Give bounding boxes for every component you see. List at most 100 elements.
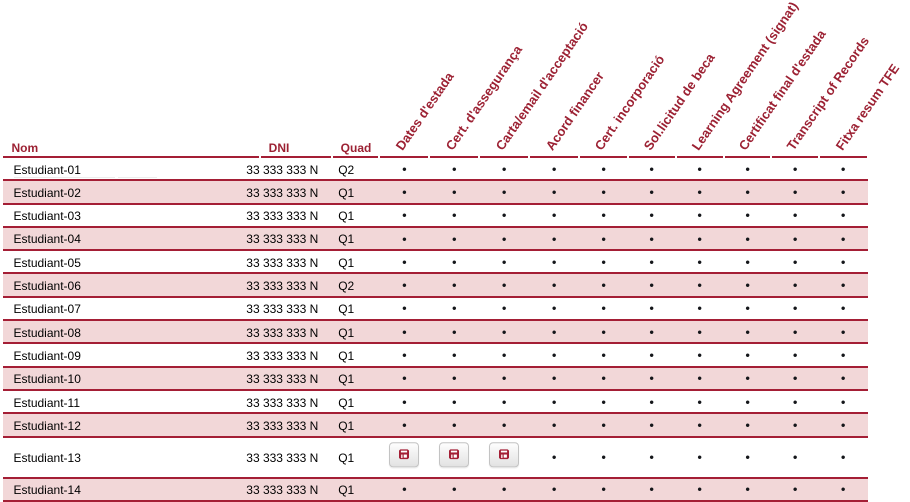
document-present-dot: •	[452, 161, 457, 177]
document-present-dot: •	[402, 300, 407, 316]
document-present-dot: •	[501, 184, 507, 200]
table-row: Estudiant-14 33 333 333 N Q1 • • • • • • • • • •	[3, 478, 868, 502]
floppy-disk-save-icon	[399, 449, 410, 460]
student-quad-cell: Q1	[338, 185, 355, 200]
student-dni-cell: 33 333 333 N	[246, 302, 319, 317]
student-quad-cell: Q2	[338, 162, 355, 177]
document-present-dot: •	[402, 417, 407, 433]
student-name-cell: Estudiant-08	[13, 325, 81, 340]
header-cell-cert-incorporacio: Cert. incorporació	[579, 0, 668, 158]
save-document-button[interactable]	[439, 441, 470, 468]
student-name-cell: Estudiant-14	[13, 483, 81, 498]
document-present-dot: •	[745, 394, 750, 410]
header-label-nom: Nom	[11, 141, 39, 155]
document-present-dot: •	[501, 300, 507, 316]
header-cell-cert-dasseguranca: Cert. d'assegurança	[430, 0, 525, 158]
document-present-dot: •	[697, 370, 702, 386]
document-present-dot: •	[551, 324, 557, 340]
student-quad-cell: Q1	[338, 348, 355, 363]
document-present-dot: •	[745, 277, 750, 293]
student-quad-cell: Q1	[338, 232, 355, 247]
student-dni-cell: 33 333 333 N	[246, 348, 319, 363]
header-cell-acord-financer: Acord financer	[530, 0, 607, 158]
document-present-dot: •	[402, 207, 407, 223]
document-present-dot: •	[697, 324, 702, 340]
document-present-dot: •	[402, 324, 407, 340]
document-present-dot: •	[697, 449, 702, 465]
document-present-dot: •	[745, 254, 750, 270]
document-present-dot: •	[697, 231, 702, 247]
student-quad-cell: Q1	[338, 209, 355, 224]
document-present-dot: •	[649, 254, 654, 270]
save-document-button[interactable]	[489, 441, 520, 468]
document-present-dot: •	[452, 231, 457, 247]
document-present-dot: •	[452, 277, 457, 293]
document-present-dot: •	[551, 231, 557, 247]
document-present-dot: •	[792, 231, 798, 247]
document-present-dot: •	[649, 394, 654, 410]
header-cell-nom: Nom	[3, 0, 259, 158]
header-cell-dates-destada: Dates d'estada	[380, 0, 457, 158]
student-quad-cell: Q1	[338, 372, 355, 387]
student-quad-cell: Q1	[338, 418, 355, 433]
faint-underline-artifact	[118, 177, 157, 179]
document-present-dot: •	[697, 277, 702, 293]
student-name-cell: Estudiant-11	[13, 395, 81, 410]
document-present-dot: •	[792, 394, 798, 410]
document-present-dot: •	[501, 254, 507, 270]
table-row: Estudiant-06 33 333 333 N Q2 • • • • • • • • • •	[3, 274, 868, 298]
student-quad-cell: Q1	[338, 302, 355, 317]
document-present-dot: •	[601, 417, 606, 433]
table-row: Estudiant-04 33 333 333 N Q1 • • • • • • • • • •	[3, 227, 868, 252]
table-body: Estudiant-01 33 333 333 N Q2 • • • • • • • • • • …	[3, 158, 868, 502]
student-name-cell: Estudiant-10	[13, 372, 81, 387]
document-present-dot: •	[649, 481, 654, 497]
document-present-dot: •	[551, 254, 557, 270]
table-row: Estudiant-02 33 333 333 N Q1 • • • • • • • • • •	[3, 181, 868, 205]
document-present-dot: •	[501, 231, 507, 247]
document-present-dot: •	[501, 417, 507, 433]
header-cell-transcript-of-records: Transcript of Records	[772, 0, 872, 158]
document-present-dot: •	[402, 370, 407, 386]
document-present-dot: •	[551, 161, 557, 177]
document-present-dot: •	[551, 207, 557, 223]
document-present-dot: •	[792, 207, 798, 223]
document-present-dot: •	[402, 184, 407, 200]
document-present-dot: •	[501, 394, 507, 410]
document-present-dot: •	[840, 449, 846, 465]
student-dni-cell: 33 333 333 N	[246, 372, 319, 387]
table-row: Estudiant-09 33 333 333 N Q1 • • • • • • • • • •	[3, 344, 868, 368]
floppy-disk-save-icon	[449, 449, 460, 460]
table-row: Estudiant-13 33 333 333 N Q1 • • • • • • •	[3, 437, 868, 479]
table-header-row: Nom DNI Quad Dates d'estada Cert. d'asse…	[3, 0, 902, 158]
student-name-cell: Estudiant-04	[13, 232, 81, 247]
document-present-dot: •	[601, 481, 606, 497]
document-present-dot: •	[402, 254, 407, 270]
document-present-dot: •	[601, 449, 606, 465]
table-row: Estudiant-11 33 333 333 N Q1 • • • • • • • • • •	[3, 390, 868, 415]
table-row: Estudiant-03 33 333 333 N Q1 • • • • • • • • • •	[3, 204, 868, 228]
document-present-dot: •	[601, 231, 606, 247]
document-present-dot: •	[452, 370, 457, 386]
table-row: Estudiant-05 33 333 333 N Q1 • • • • • • • • • •	[3, 251, 868, 275]
document-present-dot: •	[840, 347, 846, 363]
student-quad-cell: Q1	[338, 451, 355, 466]
document-present-dot: •	[697, 347, 702, 363]
document-present-dot: •	[601, 300, 606, 316]
student-name-cell: Estudiant-02	[13, 185, 81, 200]
document-present-dot: •	[745, 324, 750, 340]
document-present-dot: •	[840, 300, 846, 316]
document-present-dot: •	[840, 231, 846, 247]
document-present-dot: •	[402, 481, 407, 497]
document-present-dot: •	[551, 417, 557, 433]
document-present-dot: •	[551, 184, 557, 200]
student-dni-cell: 33 333 333 N	[246, 325, 319, 340]
student-dni-cell: 33 333 333 N	[246, 185, 319, 200]
student-dni-cell: 33 333 333 N	[246, 209, 319, 224]
header-cell-quad: Quad	[332, 0, 378, 158]
document-present-dot: •	[745, 184, 750, 200]
document-present-dot: •	[601, 184, 606, 200]
student-name-cell: Estudiant-13	[13, 451, 81, 466]
save-document-button[interactable]	[389, 441, 420, 468]
document-present-dot: •	[551, 481, 557, 497]
